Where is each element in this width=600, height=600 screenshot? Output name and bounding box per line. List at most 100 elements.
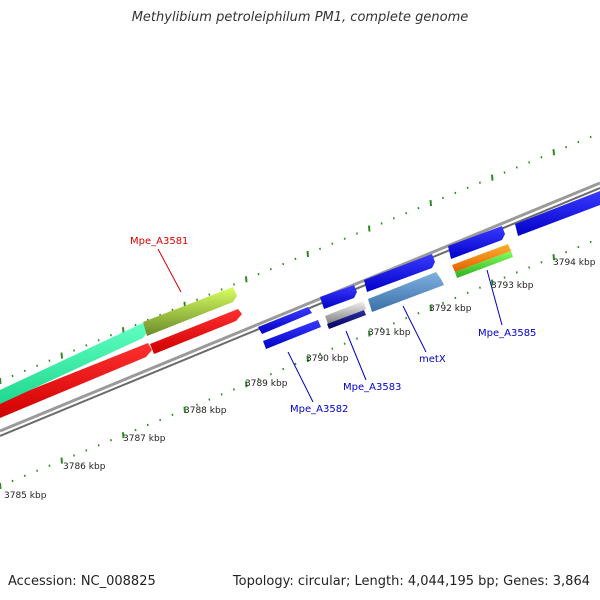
gene-teal-forward xyxy=(0,323,147,404)
tick-minor xyxy=(540,156,543,159)
tick-major xyxy=(306,250,309,257)
gene-blue-3582 xyxy=(263,320,321,349)
tick-minor xyxy=(146,423,149,427)
tick-label: 3794 kbp xyxy=(553,258,596,268)
tick-minor xyxy=(269,372,272,376)
tick-label: 3788 kbp xyxy=(184,406,227,416)
gene-label-mpe-a3583: Mpe_A3583 xyxy=(343,382,401,393)
tick-major xyxy=(245,381,248,388)
tick-minor xyxy=(331,242,334,245)
tick-minor xyxy=(232,283,235,286)
tick-minor xyxy=(405,212,408,215)
tick-minor xyxy=(257,273,260,276)
gene-red-reverse xyxy=(0,343,152,418)
tick-minor xyxy=(220,393,223,396)
tick-minor xyxy=(589,135,592,139)
accession-text: Accession: NC_008825 xyxy=(8,574,156,589)
tick-minor xyxy=(442,301,445,305)
label-line-3585 xyxy=(486,269,503,326)
label-line-3583 xyxy=(345,330,367,381)
tick-major xyxy=(183,406,186,413)
gene-lime-3581 xyxy=(143,287,237,336)
gene-label-metx: metX xyxy=(419,354,446,365)
gene-blue-fwd-4 xyxy=(515,191,600,236)
tick-minor xyxy=(478,181,481,184)
genome-summary-text: Topology: circular; Length: 4,044,195 bp… xyxy=(232,574,590,589)
tick-minor xyxy=(220,288,223,291)
tick-ruler-lower xyxy=(0,240,592,490)
tick-minor xyxy=(269,267,272,271)
gene-blue-fwd-3 xyxy=(448,226,505,259)
tick-minor xyxy=(454,191,457,195)
tick-minor xyxy=(515,166,518,169)
tick-minor xyxy=(232,388,235,391)
tick-minor xyxy=(503,171,506,174)
tick-minor xyxy=(417,311,420,315)
tick-minor xyxy=(294,362,297,366)
tick-minor xyxy=(196,403,199,406)
tick-minor xyxy=(282,367,285,371)
tick-major xyxy=(0,482,2,490)
tick-minor xyxy=(355,337,358,340)
tick-minor xyxy=(282,262,285,266)
tick-minor xyxy=(343,342,346,345)
tick-minor xyxy=(565,250,568,254)
tick-minor xyxy=(97,339,100,342)
tick-minor xyxy=(257,378,260,381)
gene-gray-3583 xyxy=(325,301,366,324)
tick-major xyxy=(491,279,494,286)
tick-minor xyxy=(392,322,395,325)
tick-minor xyxy=(478,286,481,289)
tick-major xyxy=(122,432,125,439)
tick-minor xyxy=(540,261,543,264)
tick-minor xyxy=(159,418,162,422)
tick-minor xyxy=(208,398,211,401)
tick-label: 3785 kbp xyxy=(4,491,47,501)
tick-minor xyxy=(134,323,137,327)
gene-label-mpe-a3582: Mpe_A3582 xyxy=(290,404,348,415)
tick-label: 3793 kbp xyxy=(491,281,534,291)
gene-red-reverse-2 xyxy=(150,309,242,354)
label-line-3581 xyxy=(157,248,182,293)
tick-minor xyxy=(565,145,568,149)
tick-minor xyxy=(577,245,580,249)
tick-major xyxy=(429,199,432,207)
label-line-metX xyxy=(402,305,427,353)
tick-label: 3787 kbp xyxy=(123,434,166,444)
tick-minor xyxy=(196,298,199,301)
gene-blue-3582b xyxy=(258,307,312,334)
tick-minor xyxy=(109,334,112,337)
tick-minor xyxy=(392,217,395,220)
gene-blue-fwd-2 xyxy=(364,254,435,292)
tick-minor xyxy=(171,413,174,417)
tick-minor xyxy=(97,444,100,447)
tick-minor xyxy=(11,374,14,378)
tick-minor xyxy=(405,317,408,320)
map-title: Methylibium petroleiphilum PM1, complete… xyxy=(131,10,469,25)
tick-minor xyxy=(11,479,14,483)
tick-major xyxy=(368,330,371,337)
gene-blue-fwd-1 xyxy=(320,285,357,309)
tick-minor xyxy=(528,161,531,164)
tick-major xyxy=(429,304,432,312)
tick-major xyxy=(60,457,63,464)
gene-orange-3585 xyxy=(452,244,511,272)
tick-major xyxy=(552,254,555,261)
tick-minor xyxy=(109,439,112,442)
tick-minor xyxy=(319,247,322,250)
tick-minor xyxy=(48,464,51,467)
tick-label: 3791 kbp xyxy=(368,328,411,338)
tick-minor xyxy=(380,222,383,225)
tick-minor xyxy=(36,364,39,367)
tick-minor xyxy=(36,469,39,472)
tick-major xyxy=(60,352,63,359)
tick-minor xyxy=(442,196,445,200)
gene-green-3585 xyxy=(455,251,513,278)
tick-minor xyxy=(294,257,297,261)
label-line-3582 xyxy=(287,351,314,403)
tick-minor xyxy=(355,232,358,235)
tick-major xyxy=(122,327,125,334)
tick-minor xyxy=(48,359,51,362)
